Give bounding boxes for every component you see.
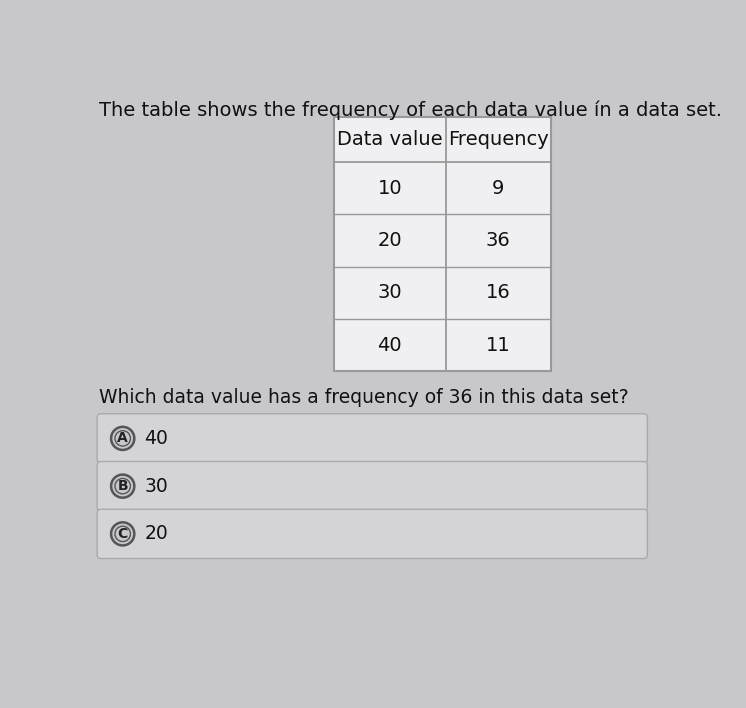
Text: 11: 11 [486, 336, 510, 355]
FancyBboxPatch shape [97, 413, 648, 463]
Circle shape [115, 479, 131, 494]
Text: 36: 36 [486, 231, 510, 250]
Text: 16: 16 [486, 283, 510, 302]
Text: The table shows the frequency of each data value ín a data set.: The table shows the frequency of each da… [99, 101, 722, 120]
Text: Which data value has a frequency of 36 in this data set?: Which data value has a frequency of 36 i… [99, 389, 629, 407]
Circle shape [111, 523, 134, 545]
Text: 20: 20 [377, 231, 402, 250]
Text: 30: 30 [145, 476, 168, 496]
Text: Frequency: Frequency [448, 130, 548, 149]
Bar [333, 118, 551, 372]
Text: B: B [117, 479, 128, 493]
FancyBboxPatch shape [97, 509, 648, 559]
Circle shape [111, 474, 134, 498]
Text: 40: 40 [377, 336, 402, 355]
Circle shape [115, 430, 131, 446]
Text: 20: 20 [145, 525, 168, 543]
Text: 9: 9 [492, 178, 504, 198]
Circle shape [115, 526, 131, 542]
Text: 40: 40 [145, 429, 169, 448]
Circle shape [111, 427, 134, 450]
FancyBboxPatch shape [97, 462, 648, 510]
Text: Data value: Data value [337, 130, 442, 149]
Text: A: A [117, 431, 128, 445]
Text: 30: 30 [377, 283, 402, 302]
Text: 10: 10 [377, 178, 402, 198]
Text: C: C [118, 527, 128, 541]
